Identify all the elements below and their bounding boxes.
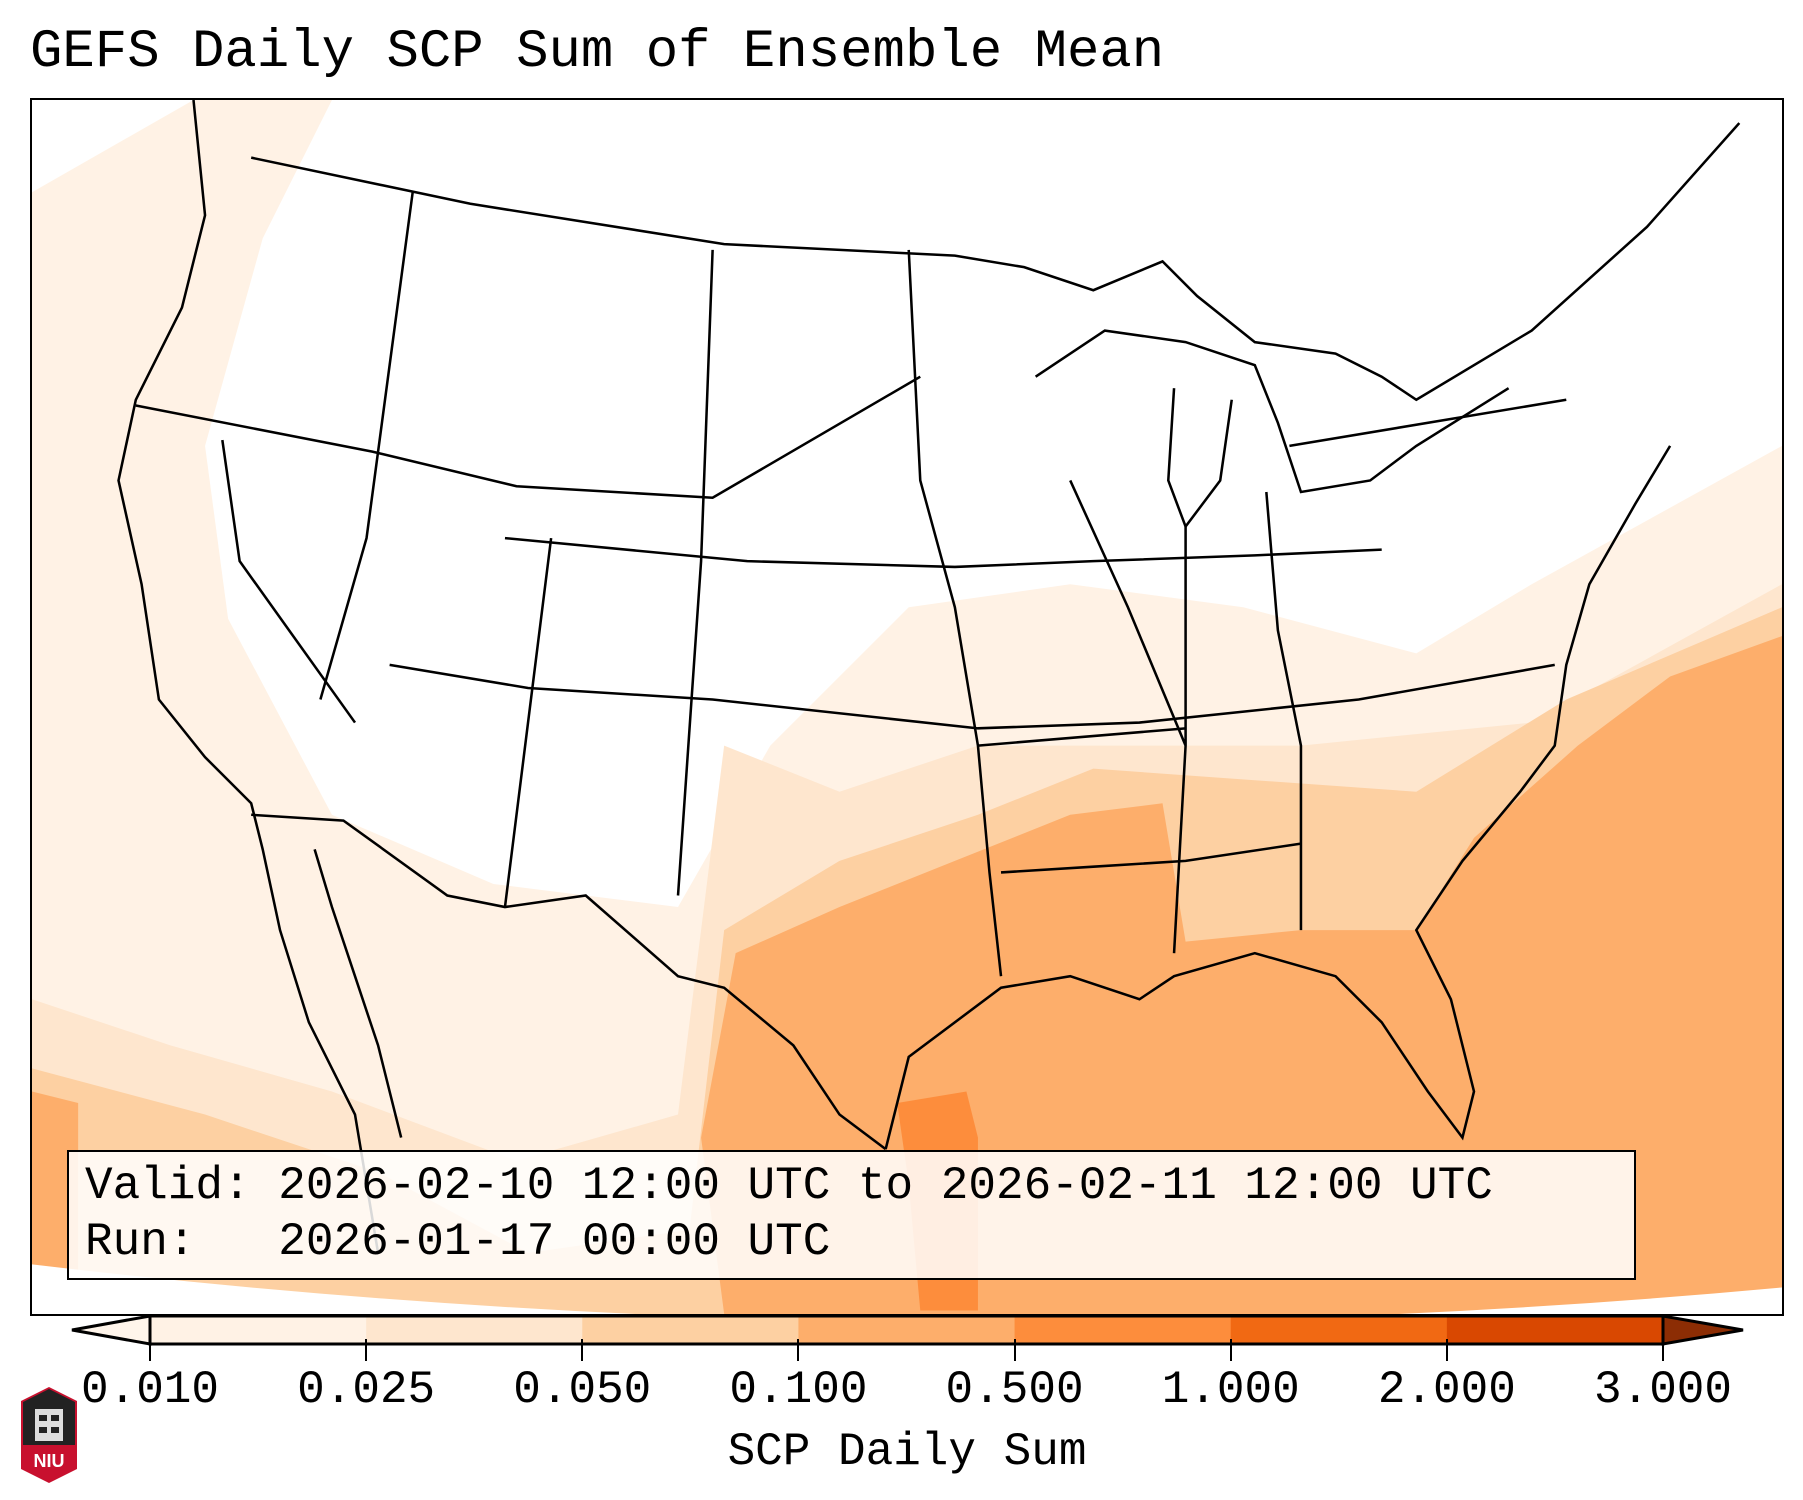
state-line-1	[135, 375, 921, 500]
colorbar	[71, 1314, 1744, 1346]
colorbar-tick	[365, 1339, 368, 1361]
colorbar-segment	[798, 1316, 1016, 1344]
colorbar-tick	[797, 1339, 800, 1361]
info-box: Valid: 2026-02-10 12:00 UTC to 2026-02-1…	[67, 1150, 1636, 1280]
state-line-6	[907, 249, 1303, 977]
colorbar-segment	[1014, 1316, 1232, 1344]
state-line-7	[977, 398, 1567, 874]
valid-value: 2026-02-10 12:00 UTC to 2026-02-11 12:00…	[278, 1160, 1493, 1212]
colorbar-tick	[1229, 1339, 1232, 1361]
colorbar-under-triangle	[71, 1314, 152, 1346]
colorbar-tick	[1445, 1339, 1448, 1361]
canada-border	[250, 122, 1741, 402]
map-panel	[30, 98, 1784, 1316]
colorbar-tick-label: 0.050	[513, 1364, 652, 1416]
colorbar-tick-label: 0.010	[80, 1364, 220, 1416]
colorbar-over-triangle	[1661, 1314, 1744, 1346]
colorbar-segment	[582, 1316, 799, 1344]
colorbar-tick	[149, 1339, 151, 1361]
projection-outside	[32, 1264, 1782, 1314]
great-lakes	[1034, 329, 1510, 530]
chart-title: GEFS Daily SCP Sum of Ensemble Mean	[30, 22, 1165, 83]
colorbar-tick-label: 0.025	[297, 1364, 436, 1416]
state-line-2	[221, 439, 357, 724]
gulf-coast	[884, 445, 1672, 1150]
colorbar-tick-label: 0.500	[945, 1364, 1084, 1416]
niu-logo: NIU	[21, 1387, 77, 1483]
colorbar-tick	[1013, 1339, 1016, 1361]
state-line-3	[389, 663, 1555, 730]
svg-text:NIU: NIU	[34, 1451, 65, 1471]
colorbar-tick-label: 0.100	[729, 1364, 868, 1416]
colorbar-tick-label: 3.000	[1593, 1364, 1733, 1416]
colorbar-tick	[1662, 1339, 1664, 1361]
colorbar-tick-label: 1.000	[1161, 1364, 1300, 1416]
us-mexico-border	[251, 813, 887, 1151]
scp-map	[32, 100, 1782, 1314]
colorbar-tick	[581, 1339, 584, 1361]
colorbar-segment	[366, 1316, 583, 1344]
scp-shade-orange	[32, 636, 1782, 1314]
colorbar-label: SCP Daily Sum	[727, 1426, 1087, 1478]
boundaries	[117, 100, 1741, 1254]
colorbar-segment	[150, 1316, 367, 1344]
colorbar-tick-label: 2.000	[1377, 1364, 1516, 1416]
colorbar-outline	[148, 1314, 1665, 1346]
colorbar-segment	[1230, 1316, 1448, 1344]
baja	[313, 849, 403, 1138]
state-line-5	[319, 192, 714, 908]
run-label: Run:	[85, 1216, 196, 1268]
state-line-4	[504, 536, 1382, 569]
run-value: 2026-01-17 00:00 UTC	[278, 1216, 831, 1268]
valid-label: Valid:	[85, 1160, 251, 1212]
colorbar-segment	[1446, 1316, 1664, 1344]
west-coast	[117, 100, 380, 1254]
